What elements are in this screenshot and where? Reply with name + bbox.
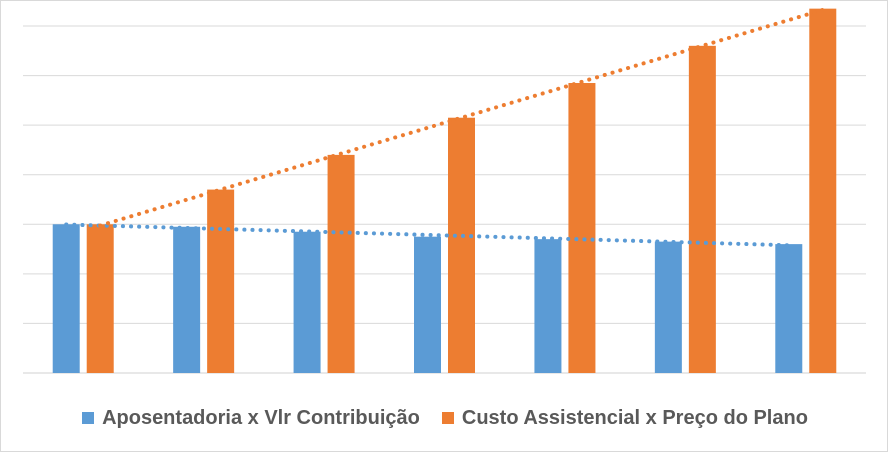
legend-swatch-series-2: [441, 412, 454, 424]
bar-series-1-cat-3: [293, 231, 321, 373]
bar-series-2-cat-1: [86, 224, 114, 373]
bars: [52, 8, 837, 374]
bar-series-1-cat-7: [775, 244, 803, 373]
bar-series-2-cat-6: [688, 45, 716, 373]
bar-series-2-cat-2: [207, 189, 235, 373]
bar-series-1-cat-5: [534, 239, 562, 373]
gridlines: [23, 25, 866, 374]
legend-label-series-2: Custo Assistencial x Preço do Plano: [461, 406, 808, 429]
bar-series-1-cat-2: [173, 226, 201, 373]
bar-series-2-cat-5: [568, 83, 596, 373]
bar-series-1-cat-6: [654, 241, 682, 373]
trendline-series-1: [64, 222, 791, 248]
bar-series-2-cat-4: [448, 117, 475, 373]
bar-series-2-cat-7: [809, 8, 837, 374]
legend-swatch-series-1: [82, 412, 95, 424]
bar-series-1-cat-4: [414, 236, 441, 373]
legend-item-series-1: Aposentadoria x Vlr Contribuição: [82, 407, 420, 430]
legend-item-series-2: Custo Assistencial x Preço do Plano: [441, 406, 808, 430]
bar-series-1-cat-1: [52, 224, 80, 373]
bar-series-2-cat-3: [327, 154, 355, 373]
trendlines: [64, 7, 825, 248]
legend-label-series-1: Aposentadoria x Vlr Contribuição: [102, 406, 420, 429]
legend: Aposentadoria x Vlr Contribuição Custo A…: [1, 401, 888, 435]
